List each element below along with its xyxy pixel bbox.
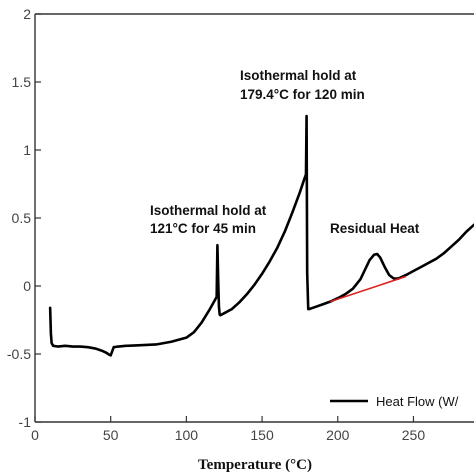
- x-axis-ticks: 0 50 100 150 200 250: [31, 416, 425, 443]
- x-tick-label: 50: [103, 427, 119, 443]
- y-tick-label: -0.5: [7, 346, 31, 362]
- x-tick-label: 200: [326, 427, 350, 443]
- y-tick-label: 2: [23, 6, 31, 22]
- x-tick-label: 150: [250, 427, 274, 443]
- annotation-hold-121-line1: Isothermal hold at: [150, 203, 267, 218]
- x-tick-label: 0: [31, 427, 39, 443]
- x-tick-label: 100: [175, 427, 199, 443]
- y-tick-label: 1: [23, 142, 31, 158]
- annotation-hold-179-line1: Isothermal hold at: [240, 68, 357, 83]
- annotation-hold-121-line2: 121°C for 45 min: [150, 221, 256, 236]
- annotation-residual-heat: Residual Heat: [330, 221, 420, 236]
- x-axis-label: Temperature (°C): [198, 457, 312, 473]
- y-axis-ticks: -1 -0.5 0 0.5 1 1.5 2: [7, 6, 41, 430]
- y-tick-label: 1.5: [12, 74, 32, 90]
- legend: Heat Flow (W/: [330, 394, 459, 409]
- residual-heat-baseline: [329, 275, 407, 303]
- heat-flow-series-line: [48, 114, 474, 357]
- x-tick-label: 250: [402, 427, 426, 443]
- plot-area: [48, 114, 474, 357]
- y-tick-label: -1: [19, 414, 32, 430]
- y-tick-label: 0: [23, 278, 31, 294]
- y-tick-label: 0.5: [12, 210, 32, 226]
- annotation-hold-179-line2: 179.4°C for 120 min: [240, 87, 365, 102]
- legend-label: Heat Flow (W/: [376, 394, 459, 409]
